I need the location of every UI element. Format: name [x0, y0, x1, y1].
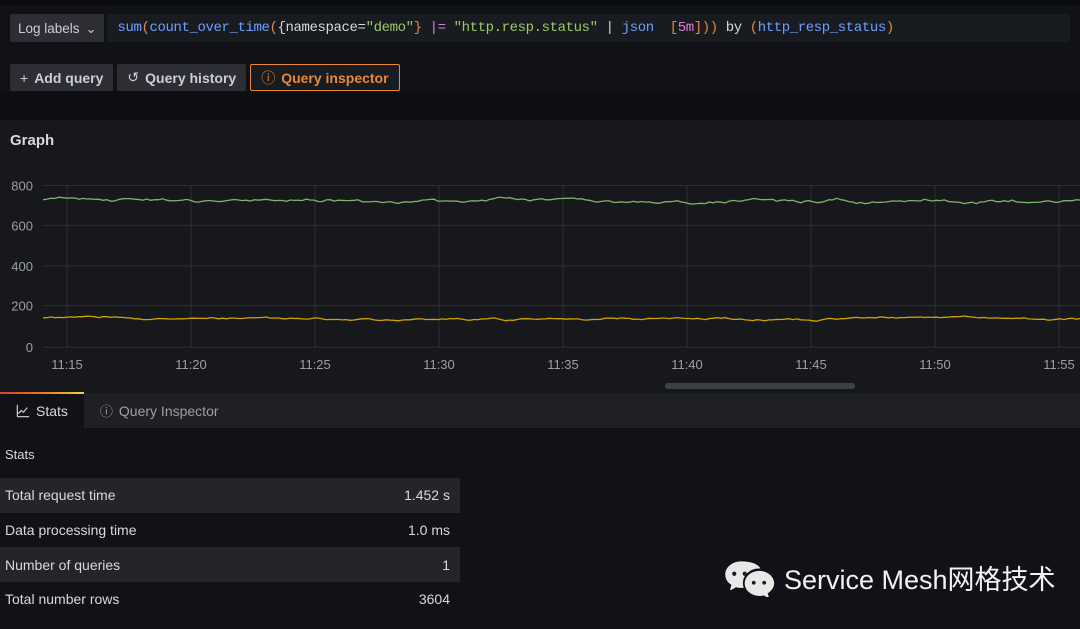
- svg-text:11:55: 11:55: [1043, 357, 1075, 372]
- svg-text:11:40: 11:40: [671, 357, 703, 372]
- svg-text:200: 200: [11, 299, 33, 314]
- svg-text:11:35: 11:35: [547, 357, 579, 372]
- svg-text:400: 400: [11, 259, 33, 274]
- svg-text:600: 600: [11, 218, 33, 233]
- svg-text:11:25: 11:25: [299, 357, 331, 372]
- svg-text:11:50: 11:50: [919, 357, 951, 372]
- svg-text:11:15: 11:15: [51, 357, 83, 372]
- svg-text:0: 0: [26, 340, 33, 355]
- svg-text:11:45: 11:45: [795, 357, 827, 372]
- svg-text:11:20: 11:20: [175, 357, 207, 372]
- svg-text:800: 800: [11, 179, 33, 194]
- svg-text:11:30: 11:30: [423, 357, 455, 372]
